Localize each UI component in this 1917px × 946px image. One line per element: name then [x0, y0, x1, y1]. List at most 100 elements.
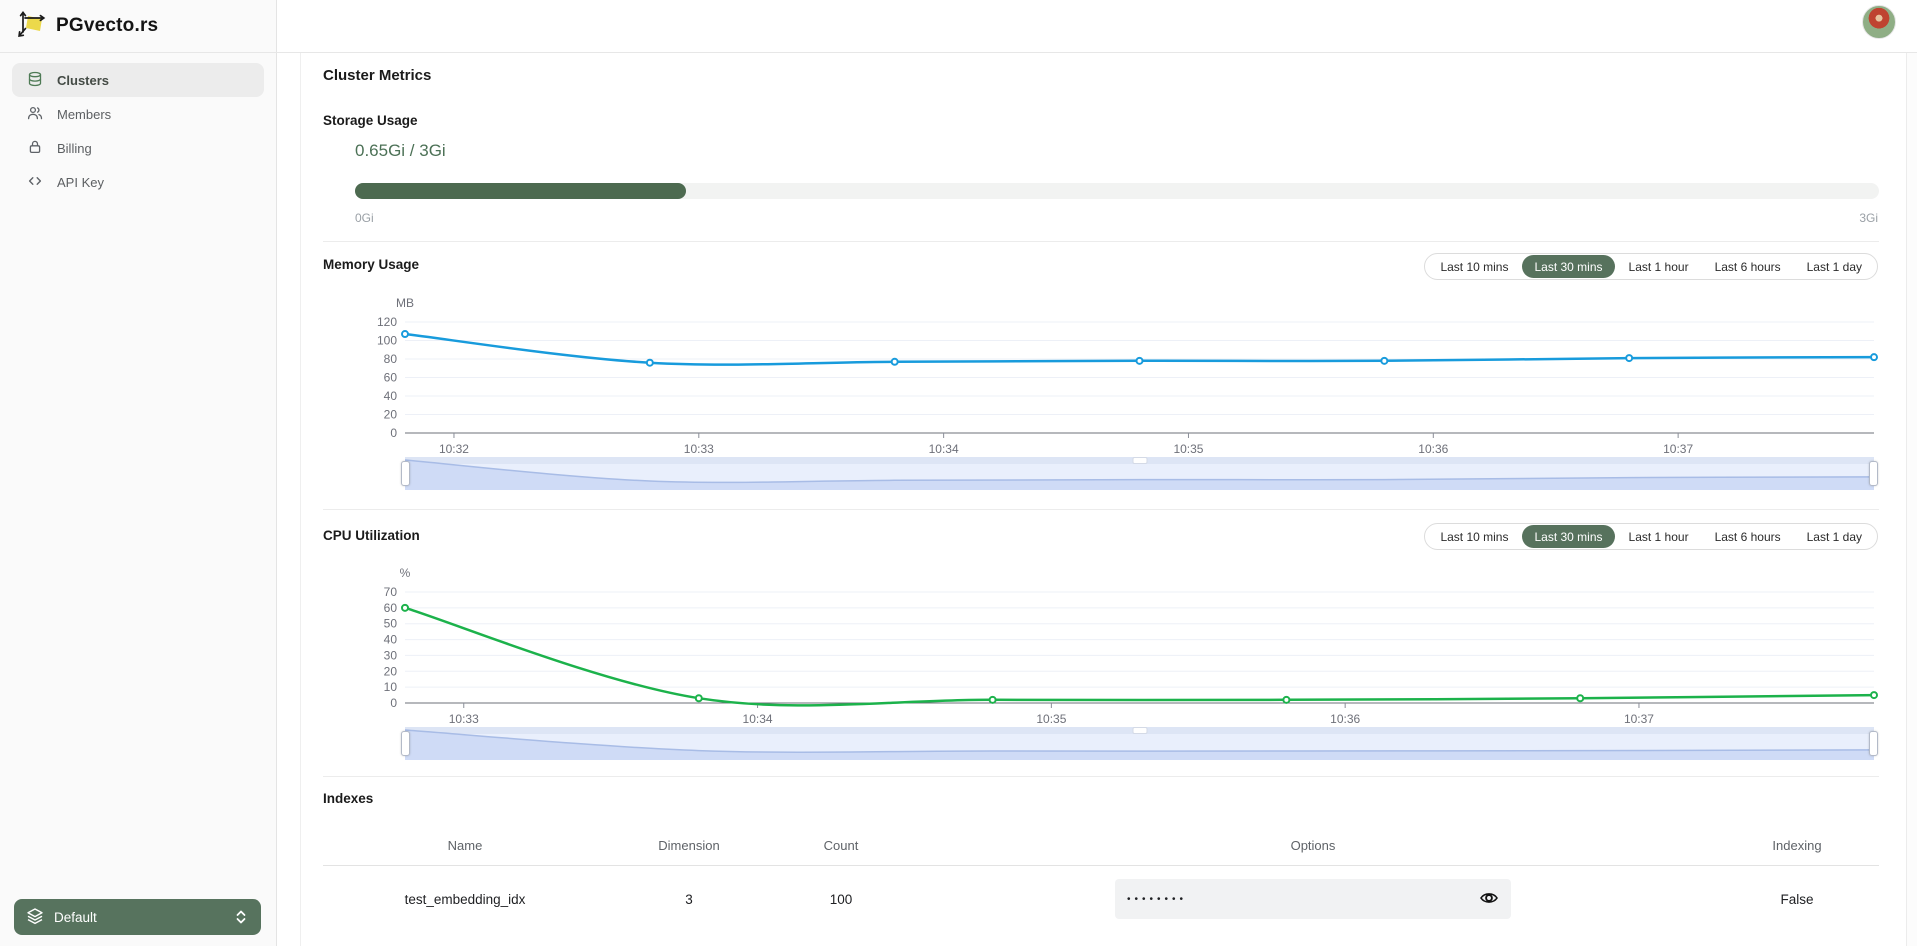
svg-text:80: 80 [384, 352, 398, 366]
memory-brush-move-grip[interactable] [1132, 457, 1147, 464]
options-masked-field[interactable]: •••••••• [1115, 879, 1511, 919]
cell-indexing: False [1780, 891, 1814, 907]
cpu-range-last-6-hours[interactable]: Last 6 hours [1703, 525, 1793, 548]
sidebar-nav: Clusters Members Billing API Key [0, 63, 276, 199]
user-avatar[interactable] [1862, 5, 1896, 39]
svg-text:%: % [400, 566, 411, 580]
cpu-range-last-1-hour[interactable]: Last 1 hour [1617, 525, 1701, 548]
column-header-dimension: Dimension [658, 838, 720, 853]
cluster-selector-label: Default [54, 909, 97, 925]
main-content: Cluster Metrics Storage Usage 0.65Gi / 3… [300, 53, 1906, 946]
memory-section-title: Memory Usage [323, 257, 420, 272]
sidebar: PGvecto.rs Clusters Members Billing API Key… [0, 0, 277, 946]
brand-name: PGvecto.rs [56, 15, 159, 36]
memory-range-last-30-mins[interactable]: Last 30 mins [1522, 255, 1615, 278]
svg-text:10:37: 10:37 [1663, 442, 1693, 453]
svg-text:10:35: 10:35 [1036, 712, 1066, 723]
storage-progress-track [355, 183, 1879, 199]
sidebar-item-label: Members [57, 106, 112, 122]
table-row: test_embedding_idx 3 100 •••••••• False [323, 866, 1879, 932]
cpu-utilization-chart: % 0 10 20 30 40 50 60 70 10:33 10:34 10:35 10:36 10:3… [323, 561, 1879, 766]
sidebar-item-label: Clusters [57, 72, 110, 88]
memory-range-last-6-hours[interactable]: Last 6 hours [1703, 255, 1793, 278]
svg-text:10:34: 10:34 [743, 712, 773, 723]
cpu-time-range-group: Last 10 mins Last 30 mins Last 1 hour Last … [1424, 523, 1878, 550]
topbar-divider [0, 52, 1917, 53]
sidebar-item-billing[interactable]: Billing [12, 131, 264, 165]
options-masked-value: •••••••• [1127, 893, 1188, 905]
svg-text:40: 40 [384, 633, 398, 647]
cell-options: •••••••• [911, 879, 1715, 919]
chevron-up-down-icon [233, 908, 249, 926]
cpu-brush-right-handle[interactable] [1869, 731, 1878, 756]
cpu-brush-move-grip[interactable] [1132, 727, 1147, 734]
storage-progress-fill [355, 183, 686, 199]
cpu-range-last-10-mins[interactable]: Last 10 mins [1428, 525, 1520, 548]
svg-text:MB: MB [396, 296, 414, 310]
memory-time-range-group: Last 10 mins Last 30 mins Last 1 hour Last … [1424, 253, 1878, 280]
cpu-section-title: CPU Utilization [323, 528, 420, 543]
cpu-zoom-brush[interactable] [401, 727, 1878, 760]
sidebar-item-label: Billing [57, 140, 92, 156]
svg-text:50: 50 [384, 617, 398, 631]
svg-text:60: 60 [384, 601, 398, 615]
memory-usage-chart: MB 0 20 40 60 80 100 120 10:32 10:33 10:34 10:35 10:… [323, 291, 1879, 496]
page-title: Cluster Metrics [323, 67, 432, 84]
column-header-options: Options [1290, 838, 1336, 853]
sidebar-item-label: API Key [57, 174, 104, 190]
storage-usage-value: 0.65Gi / 3Gi [355, 141, 446, 160]
svg-text:10:36: 10:36 [1330, 712, 1360, 723]
svg-text:100: 100 [377, 334, 397, 348]
sidebar-item-api-key[interactable]: API Key [12, 165, 264, 199]
memory-range-last-1-hour[interactable]: Last 1 hour [1617, 255, 1701, 278]
svg-text:10: 10 [384, 680, 398, 694]
memory-plot: MB 0 20 40 60 80 100 120 10:32 10:33 10:34 10:35 10:… [377, 296, 1878, 456]
memory-brush-right-handle[interactable] [1869, 461, 1878, 486]
column-header-name: Name [447, 838, 483, 853]
sidebar-item-clusters[interactable]: Clusters [12, 63, 264, 97]
indexes-table-header: Name Dimension Count Options Indexing [323, 826, 1879, 866]
svg-text:20: 20 [384, 408, 398, 422]
svg-text:120: 120 [377, 315, 397, 329]
code-icon [27, 173, 43, 192]
cpu-range-last-30-mins[interactable]: Last 30 mins [1522, 525, 1615, 548]
memory-range-last-1-day[interactable]: Last 1 day [1795, 255, 1874, 278]
svg-text:10:32: 10:32 [439, 442, 469, 453]
svg-text:10:36: 10:36 [1418, 442, 1448, 453]
sidebar-item-members[interactable]: Members [12, 97, 264, 131]
svg-text:60: 60 [384, 371, 398, 385]
brand-logo-icon [16, 7, 50, 46]
svg-text:20: 20 [384, 664, 398, 678]
memory-brush-left-handle[interactable] [401, 461, 410, 486]
cpu-brush-left-handle[interactable] [401, 731, 410, 756]
memory-range-last-10-mins[interactable]: Last 10 mins [1428, 255, 1520, 278]
memory-zoom-brush[interactable] [401, 457, 1878, 490]
storage-section-title: Storage Usage [323, 113, 418, 128]
section-divider [323, 776, 1879, 777]
svg-text:0: 0 [390, 696, 397, 710]
cell-name: test_embedding_idx [404, 891, 526, 907]
svg-text:10:33: 10:33 [449, 712, 479, 723]
svg-text:70: 70 [384, 585, 398, 599]
brand: PGvecto.rs [16, 7, 158, 45]
section-divider [323, 509, 1879, 510]
lock-icon [27, 139, 43, 158]
eye-icon [1479, 888, 1499, 911]
cell-dimension: 3 [685, 891, 693, 907]
cluster-selector[interactable]: Default [14, 899, 261, 935]
svg-text:10:37: 10:37 [1624, 712, 1654, 723]
layers-icon [26, 907, 44, 928]
reveal-options-button[interactable] [1479, 888, 1499, 911]
cell-count: 100 [829, 891, 853, 907]
column-header-indexing: Indexing [1772, 838, 1822, 853]
svg-text:0: 0 [390, 426, 397, 440]
svg-text:30: 30 [384, 648, 398, 662]
members-icon [27, 105, 43, 124]
storage-scale-max: 3Gi [1859, 211, 1878, 225]
svg-text:10:35: 10:35 [1173, 442, 1203, 453]
cpu-range-last-1-day[interactable]: Last 1 day [1795, 525, 1874, 548]
vertical-scrollbar[interactable] [1906, 53, 1917, 946]
svg-text:10:33: 10:33 [684, 442, 714, 453]
